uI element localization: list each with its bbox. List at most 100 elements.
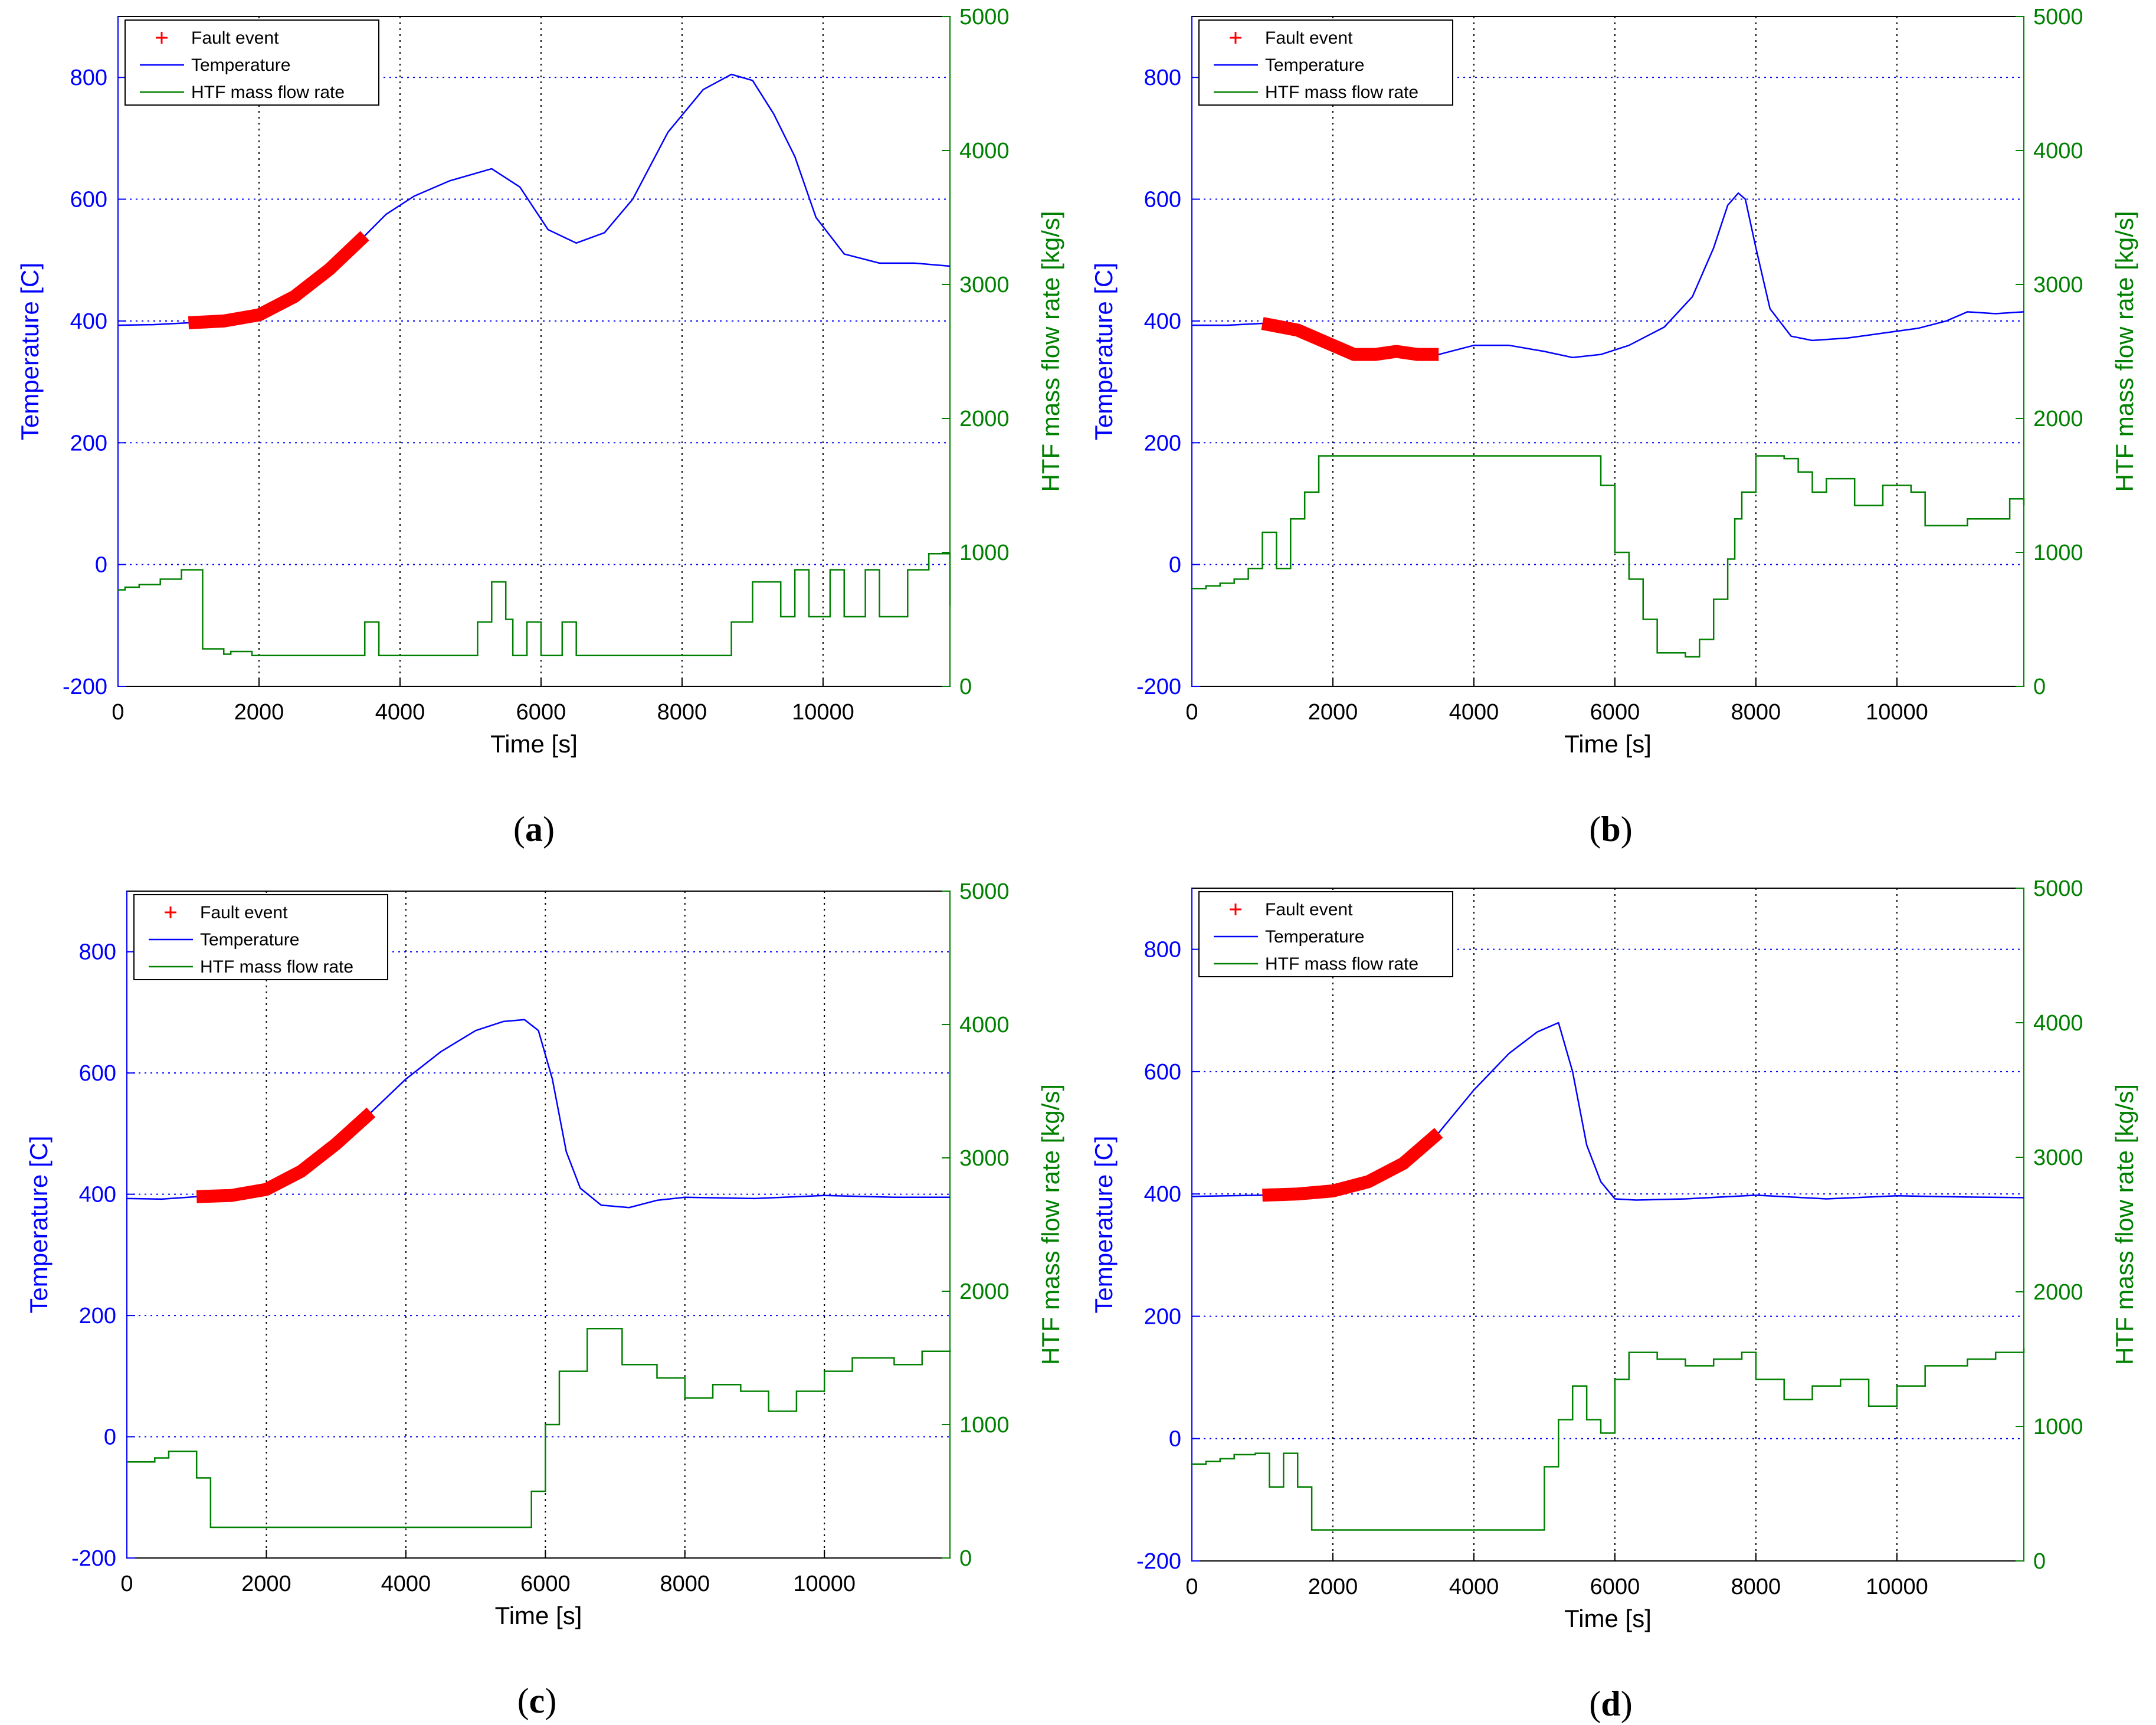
x-tick-label: 8000 <box>657 700 707 725</box>
y-right-tick-label: 3000 <box>2033 1145 2083 1170</box>
series-flow-line <box>118 553 951 657</box>
y-right-tick-label: 5000 <box>2033 5 2083 30</box>
legend-box <box>124 19 379 106</box>
y-right-tick-label: 2000 <box>2033 407 2083 431</box>
legend-label: Fault event <box>200 903 288 922</box>
x-tick-label: 2000 <box>1308 1575 1358 1599</box>
y-right-tick-label: 3000 <box>2033 273 2083 297</box>
y-left-axis-title: Temperature [C] <box>16 263 44 440</box>
y-right-tick-label: 4000 <box>959 139 1010 163</box>
legend-label: HTF mass flow rate <box>1265 83 1418 102</box>
x-tick-label: 0 <box>120 1572 133 1596</box>
legend: Fault event Temperature HTF mass flow rate <box>1198 19 1453 106</box>
legend-label: Fault event <box>1265 900 1353 919</box>
y-right-tick-label: 1000 <box>959 541 1010 565</box>
legend-label: Fault event <box>1265 28 1353 48</box>
legend-label: Temperature <box>1265 927 1364 947</box>
panel-label: (d) <box>1589 1684 1632 1723</box>
y-right-tick-label: 4000 <box>2033 1011 2083 1036</box>
y-right-tick-label: 5000 <box>959 5 1010 30</box>
y-right-tick-label: 2000 <box>959 407 1010 431</box>
legend: Fault event Temperature HTF mass flow rate <box>1198 891 1453 977</box>
series-fault-event <box>188 231 369 329</box>
x-tick-label: 0 <box>112 700 124 725</box>
y-left-tick-label: 600 <box>1144 1060 1181 1085</box>
legend-label: HTF mass flow rate <box>191 83 345 102</box>
legend: Fault event Temperature HTF mass flow rate <box>133 894 388 980</box>
y-right-tick-label: 4000 <box>2033 139 2083 163</box>
chart-panel-d: 0 2000 4000 6000 8000 10000-20002004006008000… <box>1090 876 2138 1723</box>
x-tick-label: 4000 <box>1449 700 1499 725</box>
legend-box <box>133 894 388 980</box>
legend-label: Fault event <box>191 28 279 48</box>
y-right-tick-label: 0 <box>2033 1549 2046 1574</box>
series-fault-event <box>1262 1128 1443 1202</box>
y-right-tick-label: 0 <box>2033 675 2046 699</box>
plot-area <box>117 16 951 687</box>
legend-marker-fault <box>1230 32 1241 44</box>
y-left-tick-label: 600 <box>70 188 107 212</box>
x-tick-label: 10000 <box>792 700 854 725</box>
y-left-tick-label: 400 <box>1144 1182 1181 1207</box>
x-axis-title: Time [s] <box>1564 730 1652 758</box>
x-tick-label: 0 <box>1185 1575 1198 1599</box>
series-fault-event <box>1261 317 1439 361</box>
legend-label: Temperature <box>1265 55 1364 75</box>
series-fault-event <box>196 1107 376 1203</box>
y-left-axis-title: Temperature [C] <box>1090 263 1118 440</box>
plot-area <box>126 891 951 1559</box>
x-tick-label: 8000 <box>660 1572 710 1596</box>
y-left-tick-label: 400 <box>79 1183 116 1207</box>
y-left-tick-label: 600 <box>1144 188 1181 212</box>
y-left-tick-label: 0 <box>95 553 107 578</box>
y-right-tick-label: 2000 <box>2033 1280 2083 1305</box>
x-axis-title: Time [s] <box>495 1602 582 1629</box>
y-left-tick-label: -200 <box>1136 675 1181 699</box>
y-left-tick-label: 0 <box>1169 1427 1181 1452</box>
y-left-tick-label: -200 <box>71 1546 116 1571</box>
y-right-tick-label: 4000 <box>959 1013 1010 1037</box>
y-right-axis-title: HTF mass flow rate [kg/s] <box>1037 211 1064 492</box>
y-left-tick-label: 200 <box>79 1304 116 1328</box>
y-left-tick-label: 800 <box>79 940 116 965</box>
legend-marker-fault <box>1230 904 1241 915</box>
x-tick-label: 10000 <box>793 1572 856 1596</box>
series-flow-line <box>127 1328 951 1528</box>
x-tick-label: 6000 <box>520 1572 571 1596</box>
y-left-tick-label: 200 <box>70 431 107 456</box>
y-left-tick-label: 600 <box>79 1061 116 1086</box>
y-left-axis-title: Temperature [C] <box>25 1135 53 1313</box>
y-left-tick-label: 200 <box>1144 431 1181 456</box>
y-right-tick-label: 1000 <box>2033 1415 2083 1439</box>
legend-marker-fault <box>156 32 168 44</box>
legend-box <box>1198 891 1453 977</box>
chart-panel-c: 0 2000 4000 6000 8000 10000-20002004006008000… <box>25 879 1064 1720</box>
x-tick-label: 2000 <box>1308 700 1358 725</box>
x-tick-label: 8000 <box>1731 700 1781 725</box>
panel-label: (a) <box>513 810 555 849</box>
y-left-axis-title: Temperature [C] <box>1090 1135 1118 1313</box>
x-tick-label: 10000 <box>1866 700 1928 725</box>
y-left-tick-label: 800 <box>70 66 107 90</box>
x-tick-label: 6000 <box>1590 1575 1640 1599</box>
chart-panel-b: 0 2000 4000 6000 8000 10000-20002004006008000… <box>1090 5 2138 849</box>
chart-panel-a: 0 2000 4000 6000 8000 10000-20002004006008000… <box>16 5 1064 849</box>
series-flow-line <box>1192 1348 2025 1531</box>
y-right-tick-label: 3000 <box>959 1146 1010 1171</box>
y-right-tick-label: 1000 <box>2033 541 2083 565</box>
legend-label: Temperature <box>191 55 290 75</box>
y-right-tick-label: 3000 <box>959 273 1010 297</box>
legend-label: HTF mass flow rate <box>200 957 353 977</box>
y-right-tick-label: 0 <box>959 1546 972 1571</box>
y-left-tick-label: 0 <box>104 1425 116 1450</box>
legend: Fault event Temperature HTF mass flow rate <box>124 19 379 106</box>
y-left-tick-label: -200 <box>1136 1549 1181 1574</box>
x-tick-label: 4000 <box>1449 1575 1499 1599</box>
x-tick-label: 2000 <box>241 1572 291 1596</box>
legend-box <box>1198 19 1453 106</box>
x-tick-label: 2000 <box>234 700 284 725</box>
y-right-axis-title: HTF mass flow rate [kg/s] <box>1037 1084 1064 1365</box>
legend-label: HTF mass flow rate <box>1265 954 1418 974</box>
y-left-tick-label: 200 <box>1144 1304 1181 1329</box>
